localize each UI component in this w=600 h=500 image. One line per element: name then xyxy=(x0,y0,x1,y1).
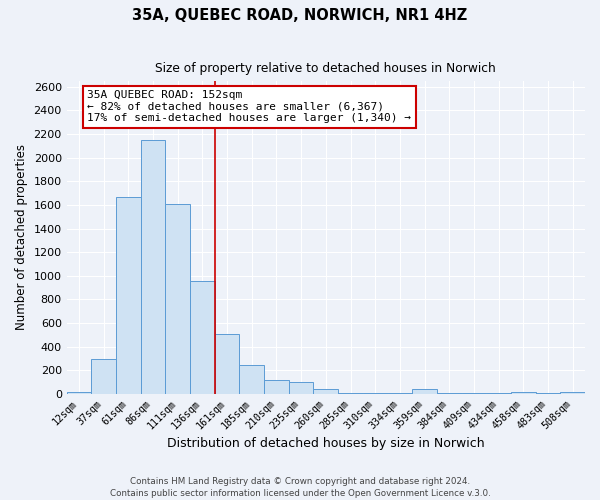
Text: 35A, QUEBEC ROAD, NORWICH, NR1 4HZ: 35A, QUEBEC ROAD, NORWICH, NR1 4HZ xyxy=(133,8,467,22)
Bar xyxy=(313,390,338,394)
Text: Contains HM Land Registry data © Crown copyright and database right 2024.
Contai: Contains HM Land Registry data © Crown c… xyxy=(110,476,490,498)
Bar xyxy=(91,358,116,394)
Title: Size of property relative to detached houses in Norwich: Size of property relative to detached ho… xyxy=(155,62,496,76)
Bar xyxy=(166,204,190,394)
Bar xyxy=(215,334,239,394)
Bar xyxy=(239,364,264,394)
Bar xyxy=(289,382,313,394)
Bar xyxy=(67,392,91,394)
Bar xyxy=(141,140,166,394)
Bar xyxy=(116,196,141,394)
Bar xyxy=(511,392,536,394)
Bar xyxy=(338,393,363,394)
Bar xyxy=(264,380,289,394)
Y-axis label: Number of detached properties: Number of detached properties xyxy=(15,144,28,330)
X-axis label: Distribution of detached houses by size in Norwich: Distribution of detached houses by size … xyxy=(167,437,485,450)
Text: 35A QUEBEC ROAD: 152sqm
← 82% of detached houses are smaller (6,367)
17% of semi: 35A QUEBEC ROAD: 152sqm ← 82% of detache… xyxy=(88,90,412,124)
Bar xyxy=(560,392,585,394)
Bar xyxy=(363,393,388,394)
Bar xyxy=(412,390,437,394)
Bar xyxy=(190,280,215,394)
